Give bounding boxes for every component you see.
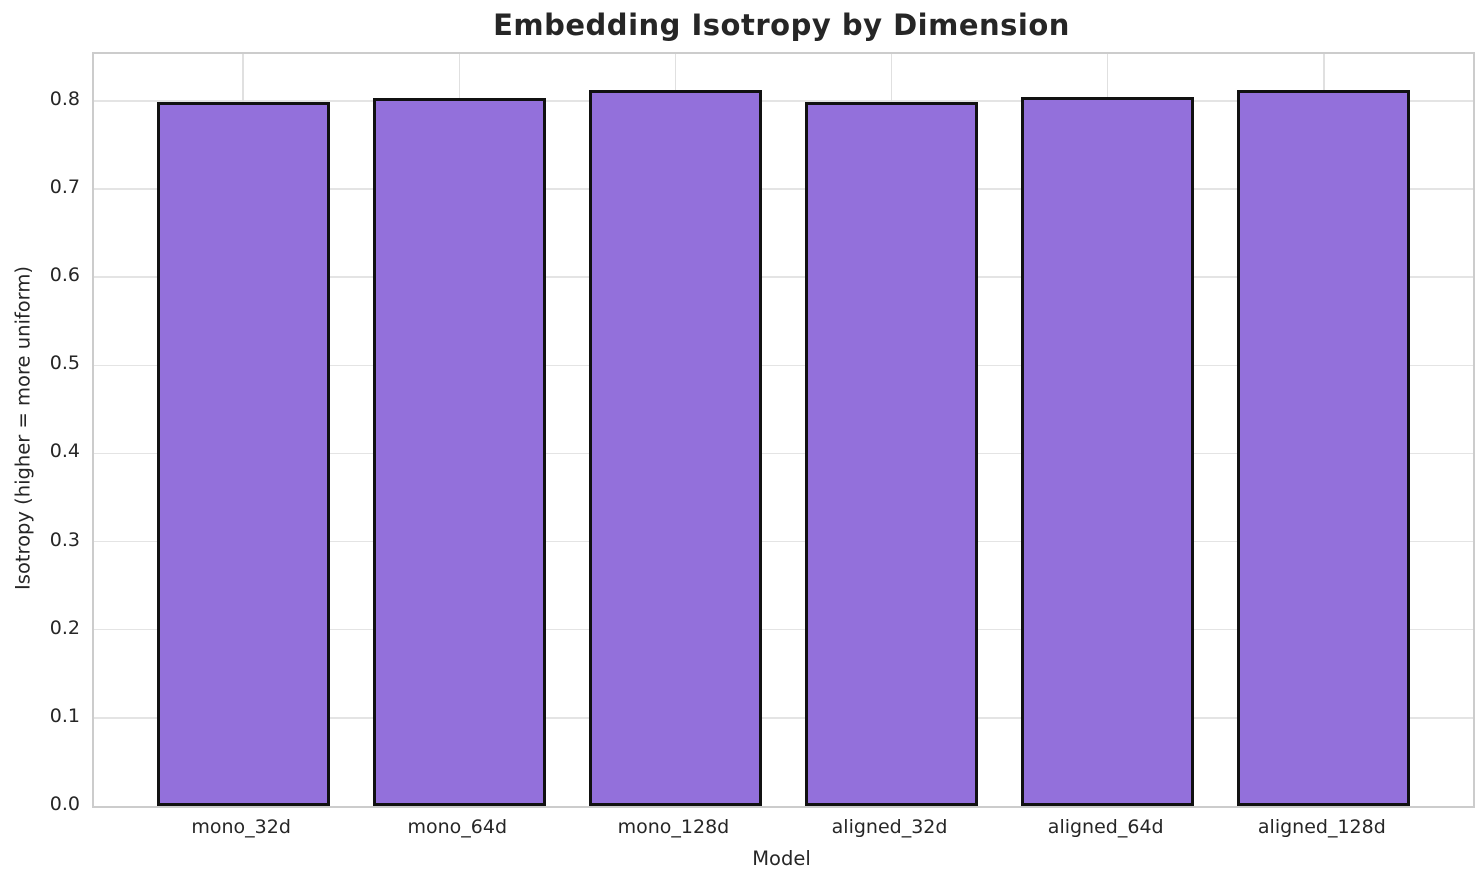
x-tick-label: mono_128d (617, 816, 730, 838)
x-tick-label: mono_32d (191, 816, 291, 838)
y-tick-label: 0.8 (49, 87, 80, 110)
gridline-horizontal (94, 452, 1473, 455)
y-tick-label: 0.3 (49, 528, 80, 551)
y-tick-label: 0.1 (49, 704, 80, 727)
gridline-horizontal (94, 276, 1473, 278)
gridline-horizontal (94, 628, 1473, 631)
y-tick-label: 0.2 (49, 616, 80, 639)
gridline-horizontal (94, 364, 1473, 367)
gridline-horizontal (94, 100, 1473, 102)
bar (1237, 89, 1411, 806)
y-tick-label: 0.0 (49, 793, 80, 815)
y-tick-label: 0.6 (49, 264, 80, 287)
x-tick-label: mono_64d (407, 816, 508, 838)
bar (1021, 97, 1195, 806)
x-tick-label: aligned_64d (1047, 816, 1164, 838)
gridline-horizontal (94, 540, 1473, 543)
x-axis-label: Model (752, 847, 811, 870)
x-tick-label: aligned_32d (831, 816, 948, 838)
gridline-horizontal (94, 188, 1473, 190)
bar (372, 98, 546, 806)
chart-title: Embedding Isotropy by Dimension (493, 8, 1070, 42)
bar (805, 101, 979, 806)
bar (156, 101, 330, 806)
y-tick-label: 0.5 (49, 352, 80, 375)
gridline-horizontal (94, 717, 1473, 719)
bar (588, 89, 762, 806)
y-tick-label: 0.4 (49, 440, 80, 463)
x-tick-label: aligned_128d (1257, 816, 1386, 838)
plot-area (92, 52, 1475, 808)
y-tick-label: 0.7 (49, 176, 80, 199)
